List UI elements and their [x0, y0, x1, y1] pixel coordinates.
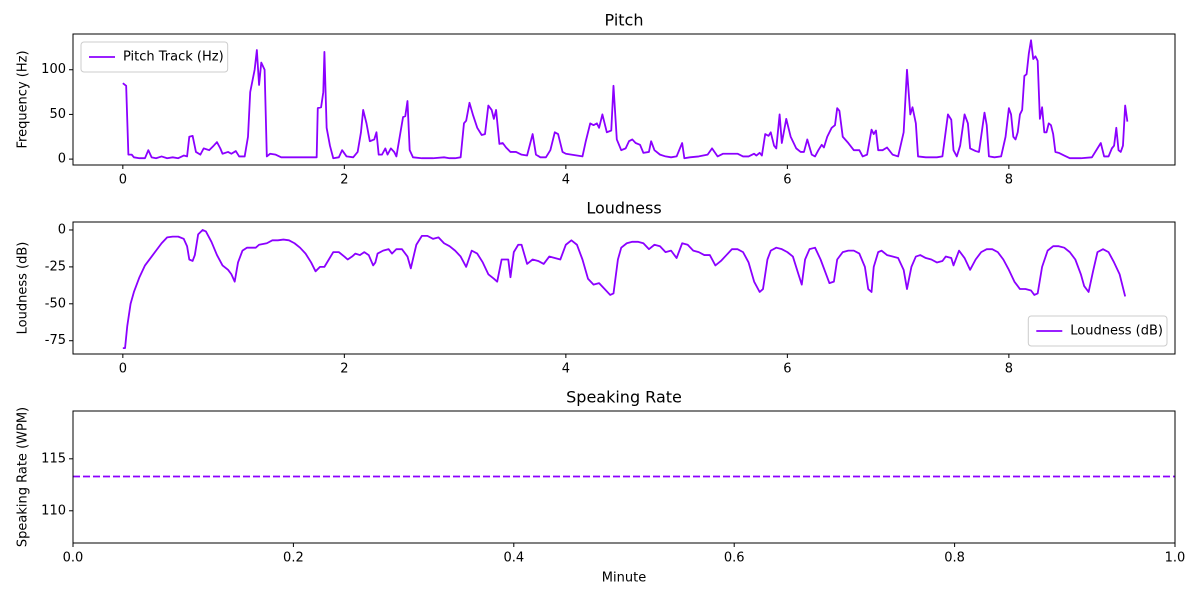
- subplot: Pitch Frequency (Hz) 0 2 4 6 8 0 50 100 Pitch Trac…: [16, 11, 1176, 188]
- x-tick-label: 0.2: [283, 551, 304, 566]
- legend-box: [80, 41, 229, 73]
- x-tick-label: 8: [1005, 362, 1013, 377]
- y-tick-label: -25: [45, 259, 66, 274]
- y-axis-label: Frequency (Hz): [16, 50, 31, 148]
- subplot: Speaking Rate Speaking Rate (WPM) Minute 0.…: [16, 388, 1186, 586]
- data-line: [122, 39, 1129, 160]
- x-tick-label: 6: [783, 362, 791, 377]
- legend-label: Pitch Track (Hz): [123, 50, 224, 65]
- y-tick-label: -75: [45, 333, 66, 348]
- axes-frame: [72, 221, 1176, 355]
- data-line: [122, 229, 1127, 349]
- y-axis-label: Speaking Rate (WPM): [16, 407, 31, 547]
- x-tick-label: 8: [1005, 173, 1013, 188]
- legend-box: [1027, 315, 1168, 347]
- axes-frame: [72, 33, 1176, 166]
- y-tick-label: 50: [49, 107, 66, 122]
- legend-label: Loudness (dB): [1070, 324, 1163, 339]
- y-tick-label: 115: [41, 451, 66, 466]
- x-tick-label: 0: [119, 173, 127, 188]
- subplot-title: Speaking Rate: [566, 388, 682, 407]
- x-tick-label: 0.8: [944, 551, 965, 566]
- x-tick-label: 2: [340, 362, 348, 377]
- x-tick-label: 0.6: [724, 551, 745, 566]
- subplot: Loudness Loudness (dB) 0 2 4 6 8 0 -25 -50 -75 Loud…: [16, 199, 1176, 377]
- axes-frame: [72, 410, 1176, 544]
- y-tick-label: -50: [45, 296, 66, 311]
- legend: Pitch Track (Hz): [80, 41, 229, 73]
- y-tick-label: 100: [41, 62, 66, 77]
- x-tick-label: 2: [340, 173, 348, 188]
- y-axis-label: Loudness (dB): [16, 242, 31, 335]
- x-tick-label: 4: [562, 362, 570, 377]
- x-tick-label: 0: [119, 362, 127, 377]
- x-tick-label: 0.4: [503, 551, 524, 566]
- subplot-title: Pitch: [605, 11, 644, 30]
- y-tick-label: 0: [58, 152, 66, 167]
- subplot-title: Loudness: [586, 199, 661, 218]
- x-tick-label: 1.0: [1165, 551, 1186, 566]
- x-tick-label: 0.0: [63, 551, 84, 566]
- x-tick-label: 4: [562, 173, 570, 188]
- y-tick-label: 110: [41, 503, 66, 518]
- legend: Loudness (dB): [1027, 315, 1168, 347]
- x-axis-label: Minute: [602, 571, 646, 586]
- x-tick-label: 6: [783, 173, 791, 188]
- y-tick-label: 0: [58, 222, 66, 237]
